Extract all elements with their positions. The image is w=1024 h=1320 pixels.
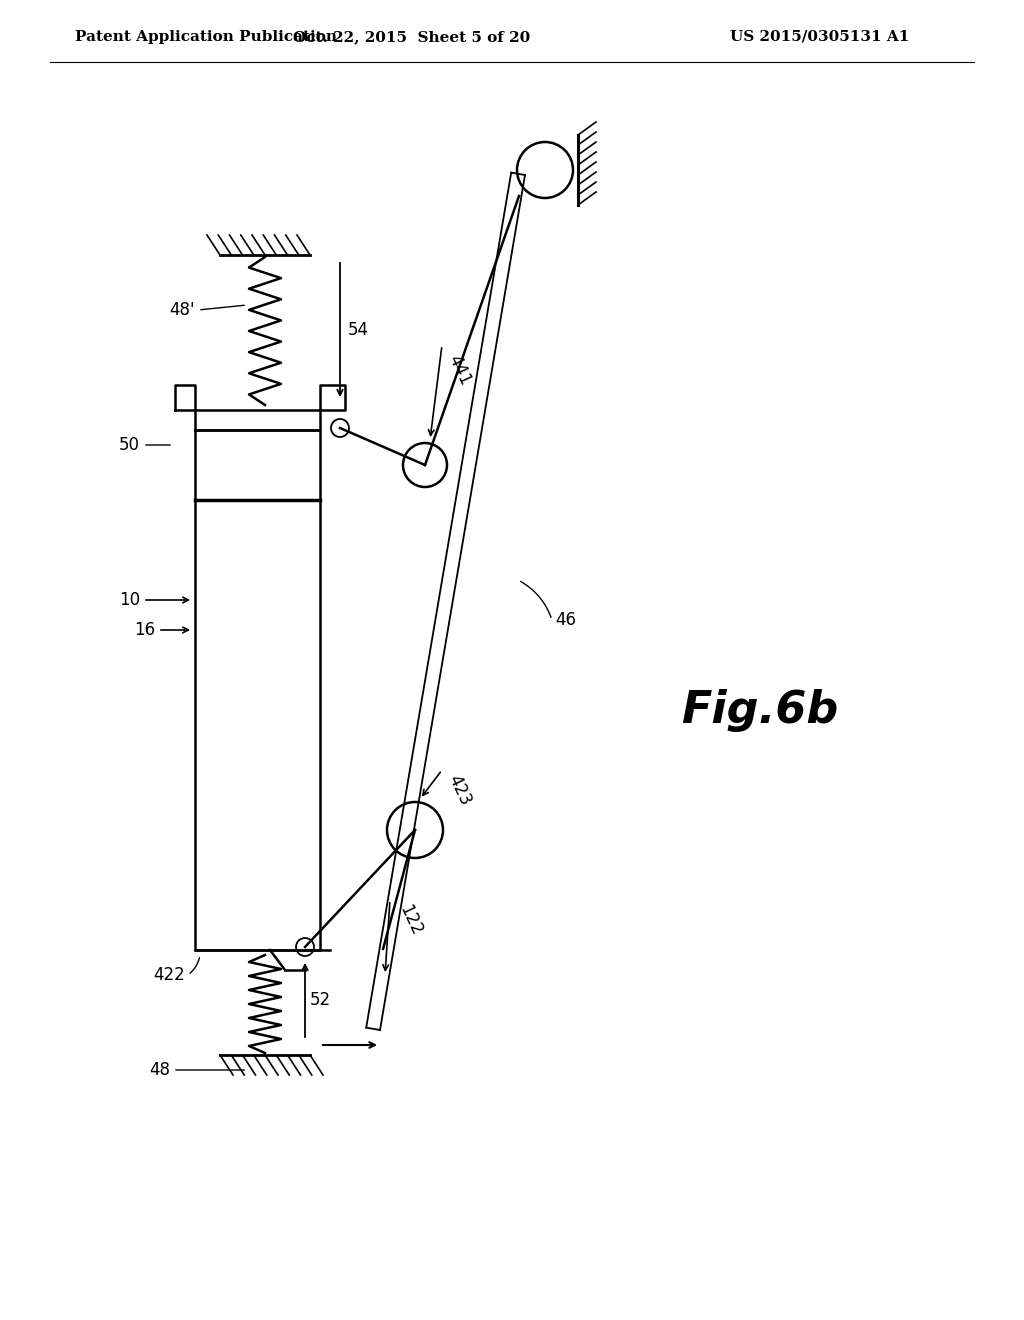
Text: 122: 122 bbox=[395, 902, 425, 939]
Text: Fig.6b: Fig.6b bbox=[681, 689, 839, 731]
Text: 441: 441 bbox=[445, 352, 475, 388]
Text: 10: 10 bbox=[119, 591, 140, 609]
Text: 52: 52 bbox=[310, 991, 331, 1008]
Text: 54: 54 bbox=[348, 321, 369, 339]
Text: 16: 16 bbox=[134, 620, 155, 639]
Text: 48: 48 bbox=[150, 1061, 170, 1078]
Text: Patent Application Publication: Patent Application Publication bbox=[75, 30, 337, 44]
Text: US 2015/0305131 A1: US 2015/0305131 A1 bbox=[730, 30, 909, 44]
Text: 46: 46 bbox=[555, 611, 575, 630]
Text: Oct. 22, 2015  Sheet 5 of 20: Oct. 22, 2015 Sheet 5 of 20 bbox=[293, 30, 530, 44]
Text: 48': 48' bbox=[169, 301, 195, 319]
Text: 423: 423 bbox=[445, 772, 475, 808]
Text: 422: 422 bbox=[154, 966, 185, 983]
Text: 50: 50 bbox=[119, 436, 140, 454]
